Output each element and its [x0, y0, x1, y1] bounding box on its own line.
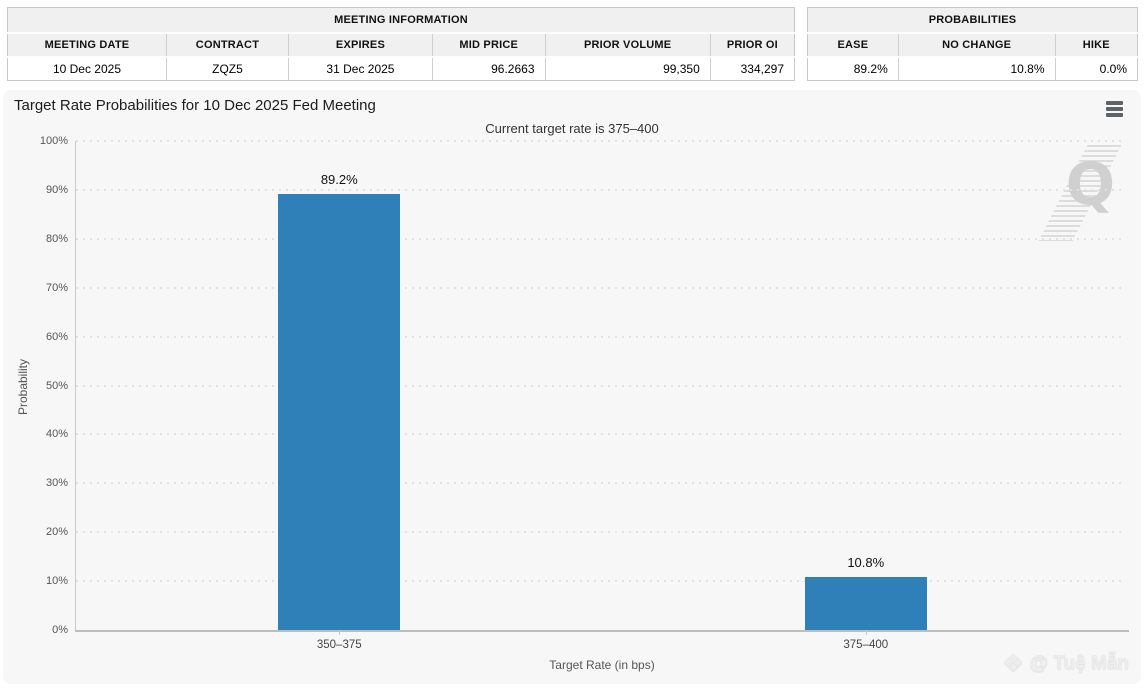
credit-watermark: ❖ @ Tuệ Mẫn: [1003, 652, 1129, 675]
x-tick-mark: [339, 630, 341, 635]
credit-text: @ Tuệ Mẫn: [1029, 652, 1129, 674]
x-tick-mark: [865, 630, 867, 635]
hamburger-menu-icon: [1105, 113, 1123, 117]
hamburger-menu-icon: [1105, 101, 1123, 105]
y-tick-label: 50%: [45, 379, 68, 392]
probabilities-table: PROBABILITIES EASE NO CHANGE HIKE 89.2% …: [807, 7, 1138, 81]
y-gridline: [76, 580, 1126, 583]
probabilities-row: 89.2% 10.8% 0.0%: [807, 57, 1138, 81]
y-gridline: [76, 188, 1126, 191]
x-tick-label: 350–375: [316, 639, 362, 651]
y-tick-label: 10%: [45, 575, 68, 588]
prior-oi-value: 334,297: [710, 57, 795, 81]
no-change-value: 10.8%: [898, 57, 1056, 81]
chart-menu-button[interactable]: [1102, 99, 1126, 119]
y-tick-label: 40%: [45, 428, 68, 441]
meeting-info-title: MEETING INFORMATION: [7, 7, 795, 34]
probability-bar[interactable]: [804, 577, 927, 630]
hike-value: 0.0%: [1055, 57, 1138, 81]
bar-data-label: 10.8%: [847, 555, 885, 571]
x-axis-title: Target Rate (in bps): [549, 658, 655, 672]
expires-value: 31 Dec 2025: [288, 57, 433, 81]
y-gridline: [76, 384, 1126, 387]
meeting-date-value: 10 Dec 2025: [7, 57, 167, 81]
y-tick-label: 20%: [45, 526, 68, 539]
col-prior-volume: PRIOR VOLUME: [545, 33, 711, 58]
y-gridline: [76, 335, 1126, 338]
mid-price-value: 96.2663: [432, 57, 546, 81]
probability-bar[interactable]: [278, 193, 401, 630]
quikstrike-watermark: Q: [1038, 145, 1122, 243]
y-gridline: [76, 482, 1126, 485]
y-gridline: [76, 531, 1126, 534]
diamond-icon: ❖: [1002, 650, 1024, 676]
chart-title: Target Rate Probabilities for 10 Dec 202…: [14, 97, 376, 114]
y-tick-label: 70%: [45, 281, 68, 294]
col-meeting-date: MEETING DATE: [7, 33, 167, 58]
col-contract: CONTRACT: [166, 33, 289, 58]
col-hike: HIKE: [1055, 33, 1138, 58]
y-gridline: [76, 140, 1126, 142]
y-axis-title: Probability: [16, 358, 30, 415]
y-tick-label: 60%: [45, 330, 68, 343]
col-expires: EXPIRES: [288, 33, 433, 58]
q-letter: Q: [1065, 150, 1115, 218]
y-tick-label: 80%: [45, 232, 68, 245]
meeting-info-row: 10 Dec 2025 ZQZ5 31 Dec 2025 96.2663 99,…: [7, 57, 795, 81]
y-tick-label: 30%: [45, 477, 68, 490]
plot-area: Q 0% 10% 20% 30% 40% 50% 60% 70% 80% 90% 100% 89.2%…: [40, 135, 1129, 651]
top-tables: MEETING INFORMATION MEETING DATE CONTRAC…: [0, 0, 1145, 81]
col-ease: EASE: [807, 33, 899, 58]
prior-volume-value: 99,350: [545, 57, 711, 81]
y-gridline: [76, 286, 1126, 289]
x-tick-label: 375–400: [843, 639, 889, 651]
contract-value: ZQZ5: [166, 57, 289, 81]
col-no-change: NO CHANGE: [898, 33, 1056, 58]
col-mid-price: MID PRICE: [432, 33, 546, 58]
chart-body: Probability Q 0% 10% 20% 30% 40% 50% 60% 70% 80%…: [16, 135, 1129, 672]
col-prior-oi: PRIOR OI: [710, 33, 795, 58]
y-tick-label: 100%: [39, 135, 68, 147]
y-tick-label: 90%: [45, 183, 68, 196]
chart-subtitle: Current target rate is 375–400: [485, 121, 659, 136]
meeting-info-table: MEETING INFORMATION MEETING DATE CONTRAC…: [7, 7, 795, 81]
y-gridline: [76, 433, 1126, 436]
bar-data-label: 89.2%: [320, 171, 358, 187]
probabilities-title: PROBABILITIES: [807, 7, 1138, 34]
ease-value: 89.2%: [807, 57, 899, 81]
y-gridline: [76, 237, 1126, 240]
hamburger-menu-icon: [1105, 107, 1123, 111]
y-tick-label: 0%: [52, 624, 68, 636]
fedwatch-chart: Target Rate Probabilities for 10 Dec 202…: [3, 90, 1141, 684]
